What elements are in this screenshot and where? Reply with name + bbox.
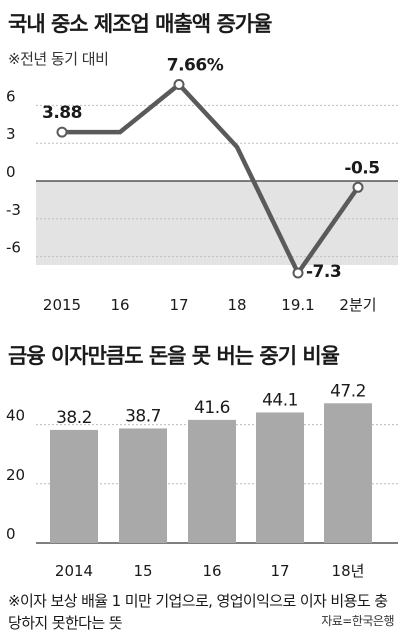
line-chart: 6 3 0 -3 -6 2015 16 17 18 19.1 2분기 3.88 7.66% -7.3 -0.… xyxy=(6,55,398,314)
x-tick-label: 17 xyxy=(270,562,289,580)
y-tick-label: 0 xyxy=(6,525,16,543)
x-tick-label: 2014 xyxy=(55,562,93,580)
bar-value-label: 47.2 xyxy=(330,381,366,401)
x-tick-label: 18 xyxy=(227,296,246,314)
y-tick-label: 40 xyxy=(6,407,25,425)
x-tick-label: 2015 xyxy=(43,296,81,314)
bar xyxy=(188,419,236,543)
source-credit: 자료=한국은행 xyxy=(321,614,394,628)
line-chart-title: 국내 중소 제조업 매출액 증가율 xyxy=(8,12,272,36)
footnote: ※이자 보상 배율 1 미만 기업으로, 영업이익으로 이자 비용도 충당하지 … xyxy=(8,592,388,632)
y-tick-label: -6 xyxy=(6,239,21,257)
bar xyxy=(50,429,98,543)
data-label: -0.5 xyxy=(344,158,379,178)
bar-value-label: 44.1 xyxy=(262,390,298,410)
series-line xyxy=(62,81,360,278)
data-point xyxy=(173,78,185,90)
bar-value-label: 38.7 xyxy=(125,406,161,426)
data-point xyxy=(292,267,304,279)
bar-chart-title: 금융 이자만큼도 돈을 못 버는 중기 비율 xyxy=(8,344,340,368)
x-tick-label: 16 xyxy=(110,296,129,314)
y-tick-label: 0 xyxy=(6,163,16,181)
y-tick-label: -3 xyxy=(6,201,21,219)
y-tick-label: 6 xyxy=(6,87,16,105)
data-label: 7.66% xyxy=(167,55,224,75)
y-tick-label: 20 xyxy=(6,466,25,484)
data-point xyxy=(352,181,364,193)
y-tick-label: 3 xyxy=(6,125,16,143)
line-chart-subtitle: ※전년 동기 대비 xyxy=(8,50,109,68)
data-point xyxy=(56,126,68,138)
data-label: 3.88 xyxy=(42,103,82,123)
x-tick-label: 2분기 xyxy=(339,296,376,314)
bar xyxy=(256,412,304,543)
bar-value-label: 38.2 xyxy=(56,408,92,428)
x-tick-label: 19.1 xyxy=(281,296,314,314)
x-tick-label: 18년 xyxy=(332,562,365,580)
x-tick-label: 16 xyxy=(202,562,221,580)
bar-chart: 40 20 0 38.2 2014 38.7 15 41.6 16 44.1 17 47.2 18년 xyxy=(6,381,398,580)
bar xyxy=(119,428,167,543)
x-tick-label: 15 xyxy=(133,562,152,580)
data-label: -7.3 xyxy=(306,262,341,282)
bar-value-label: 41.6 xyxy=(194,398,230,418)
bar xyxy=(324,403,372,543)
negative-region-shade xyxy=(36,181,398,265)
x-tick-label: 17 xyxy=(169,296,188,314)
